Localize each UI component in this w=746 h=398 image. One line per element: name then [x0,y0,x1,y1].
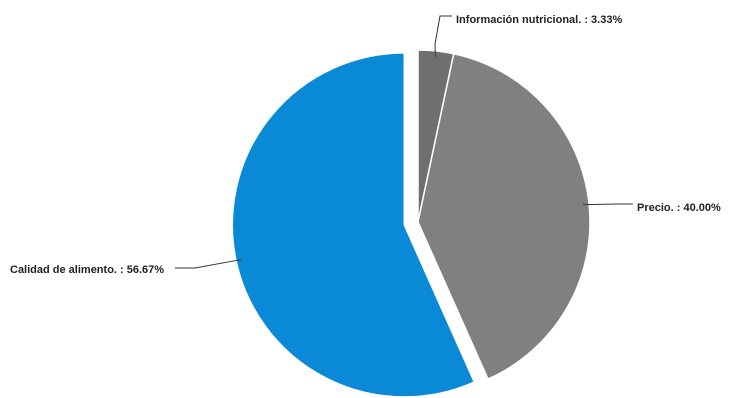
slice-label-informacion-nutricional: Información nutricional. : 3.33% [456,14,622,26]
leader-line-0 [434,15,452,57]
leader-line-1 [583,203,633,206]
pie-slice-precio[interactable] [417,52,591,381]
slice-label-calidad-de-alimento: Calidad de alimento. : 56.67% [10,264,164,276]
leader-lines-layer [175,15,633,269]
slice-label-precio: Precio. : 40.00% [637,202,721,214]
leader-line-2 [175,258,243,269]
slices-layer [231,49,591,398]
